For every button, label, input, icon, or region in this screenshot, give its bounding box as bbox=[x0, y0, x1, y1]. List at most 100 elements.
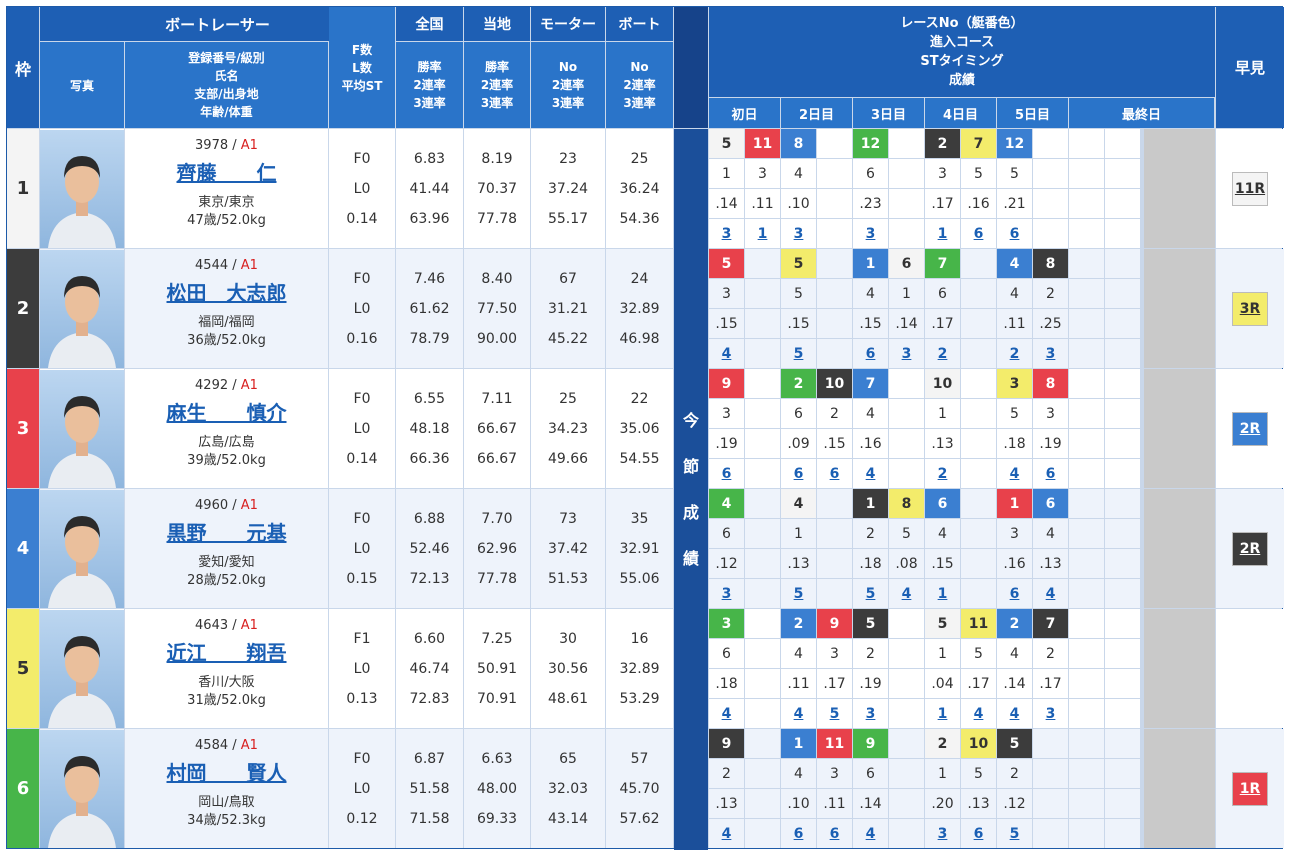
racer-name-link[interactable]: 松田 大志郎 bbox=[166, 281, 287, 305]
separator: / bbox=[228, 138, 241, 153]
registration-number: 4292 bbox=[195, 378, 229, 393]
race-number-badge: 9 bbox=[709, 729, 744, 758]
series-cell bbox=[1069, 429, 1104, 458]
st-timing: .17 bbox=[931, 195, 954, 212]
series-cell bbox=[925, 669, 960, 698]
race-result-link[interactable]: 4 bbox=[1045, 585, 1056, 602]
motor-rate-m-no: 73 bbox=[559, 510, 577, 527]
race-result-link[interactable]: 6 bbox=[973, 225, 984, 242]
racer-name-link[interactable]: 麻生 慎介 bbox=[166, 401, 287, 425]
touchi-rate-t-2: 77.50 bbox=[476, 300, 518, 317]
hayami-race-link[interactable]: 1R bbox=[1232, 771, 1268, 806]
race-number-badge: 7 bbox=[925, 249, 960, 278]
entry-course: 1 bbox=[938, 765, 947, 782]
series-cell bbox=[1033, 399, 1068, 428]
race-result-link[interactable]: 2 bbox=[937, 465, 948, 482]
race-result-link[interactable]: 4 bbox=[721, 705, 732, 722]
touchi-rate-t-win: 7.25 bbox=[481, 630, 513, 647]
hayami-race-link[interactable]: 2R bbox=[1232, 531, 1268, 566]
series-cell bbox=[853, 459, 888, 488]
series-cell bbox=[997, 699, 1032, 728]
race-result-link[interactable]: 6 bbox=[973, 825, 984, 842]
race-result-link[interactable]: 3 bbox=[865, 705, 876, 722]
race-result-link[interactable]: 3 bbox=[793, 225, 804, 242]
race-result-link[interactable]: 4 bbox=[793, 705, 804, 722]
race-result-link[interactable]: 3 bbox=[721, 225, 732, 242]
series-cell bbox=[961, 309, 996, 338]
entry-course: 6 bbox=[938, 285, 947, 302]
series-cell bbox=[889, 219, 924, 248]
hayami-race-link[interactable]: 11R bbox=[1232, 171, 1268, 206]
touchi-rate-header: 勝率 2連率 3連率 bbox=[464, 42, 530, 128]
series-cell bbox=[961, 369, 996, 398]
fl-st-l: L0 bbox=[353, 300, 371, 317]
racer-name-link[interactable]: 齊藤 仁 bbox=[176, 161, 277, 185]
motor-rate-m-no: 23 bbox=[559, 150, 577, 167]
series-cell bbox=[745, 759, 780, 788]
race-result-link[interactable]: 5 bbox=[793, 585, 804, 602]
series-cell bbox=[709, 429, 744, 458]
race-result-link[interactable]: 6 bbox=[793, 825, 804, 842]
racer-name-link[interactable]: 近江 翔吾 bbox=[166, 641, 287, 665]
race-result-link[interactable]: 6 bbox=[829, 465, 840, 482]
race-result-link[interactable]: 4 bbox=[1009, 465, 1020, 482]
race-result-link[interactable]: 1 bbox=[937, 585, 948, 602]
series-cell bbox=[1033, 189, 1068, 218]
fl-st-avg-st: 0.14 bbox=[346, 450, 378, 467]
race-result-link[interactable]: 3 bbox=[1045, 345, 1056, 362]
racer-name-link[interactable]: 黒野 元基 bbox=[166, 521, 287, 545]
race-result-link[interactable]: 4 bbox=[721, 825, 732, 842]
info-header-line: 支部/出身地 bbox=[194, 87, 259, 101]
series-cell bbox=[1033, 579, 1068, 608]
race-result-link[interactable]: 5 bbox=[865, 585, 876, 602]
race-result-link[interactable]: 6 bbox=[829, 825, 840, 842]
motor-rate-m-2: 34.23 bbox=[547, 420, 589, 437]
racer-info: 4584 / A1 村岡 賢人 岡山/鳥取 34歳/52.3kg bbox=[125, 729, 328, 848]
entry-course: 3 bbox=[1010, 525, 1019, 542]
race-result-link[interactable]: 6 bbox=[793, 465, 804, 482]
race-result-link[interactable]: 6 bbox=[1045, 465, 1056, 482]
race-result-link[interactable]: 4 bbox=[721, 345, 732, 362]
entry-course: 3 bbox=[758, 165, 767, 182]
series-cell bbox=[817, 339, 852, 368]
race-result-link[interactable]: 6 bbox=[1009, 585, 1020, 602]
motor-rate-m-2: 30.56 bbox=[547, 660, 589, 677]
race-result-link[interactable]: 4 bbox=[865, 465, 876, 482]
race-result-link[interactable]: 4 bbox=[973, 705, 984, 722]
race-result-link[interactable]: 6 bbox=[865, 345, 876, 362]
race-result-link[interactable]: 4 bbox=[901, 585, 912, 602]
race-result-link[interactable]: 3 bbox=[901, 345, 912, 362]
series-cell bbox=[781, 279, 816, 308]
race-result-link[interactable]: 3 bbox=[1045, 705, 1056, 722]
race-result-link[interactable]: 3 bbox=[937, 825, 948, 842]
series-cell bbox=[817, 519, 852, 548]
reg-grade-line: 4643 / A1 bbox=[195, 617, 258, 635]
race-number-badge: 4 bbox=[709, 489, 744, 518]
race-result-link[interactable]: 2 bbox=[1009, 345, 1020, 362]
fl-st-f: F1 bbox=[353, 630, 371, 647]
race-result-link[interactable]: 1 bbox=[757, 225, 768, 242]
race-result-link[interactable]: 4 bbox=[865, 825, 876, 842]
race-result-link[interactable]: 5 bbox=[829, 705, 840, 722]
series-cell bbox=[1105, 429, 1140, 458]
race-result-link[interactable]: 3 bbox=[865, 225, 876, 242]
racer-name-link[interactable]: 村岡 賢人 bbox=[166, 761, 287, 785]
race-result-link[interactable]: 4 bbox=[1009, 705, 1020, 722]
hayami-race-link[interactable]: 3R bbox=[1232, 291, 1268, 326]
race-result-link[interactable]: 1 bbox=[937, 225, 948, 242]
series-cell bbox=[1033, 309, 1068, 338]
series-cell bbox=[709, 339, 744, 368]
race-result-link[interactable]: 5 bbox=[1009, 825, 1020, 842]
st-timing: .18 bbox=[859, 555, 882, 572]
race-result-link[interactable]: 6 bbox=[721, 465, 732, 482]
series-cell bbox=[1105, 519, 1140, 548]
race-result-link[interactable]: 2 bbox=[937, 345, 948, 362]
hayami-race-link[interactable]: 2R bbox=[1232, 411, 1268, 446]
motor-rate-m-no: 65 bbox=[559, 750, 577, 767]
race-result-link[interactable]: 1 bbox=[937, 705, 948, 722]
st-timing: .17 bbox=[967, 675, 990, 692]
waku-number: 2 bbox=[7, 249, 39, 368]
race-result-link[interactable]: 5 bbox=[793, 345, 804, 362]
race-result-link[interactable]: 3 bbox=[721, 585, 732, 602]
race-result-link[interactable]: 6 bbox=[1009, 225, 1020, 242]
